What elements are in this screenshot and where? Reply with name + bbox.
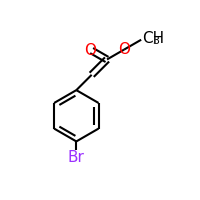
Text: CH: CH bbox=[142, 31, 164, 46]
Text: O: O bbox=[118, 42, 130, 57]
Text: 3: 3 bbox=[152, 36, 159, 46]
Text: O: O bbox=[84, 43, 96, 58]
Text: Br: Br bbox=[68, 150, 85, 165]
